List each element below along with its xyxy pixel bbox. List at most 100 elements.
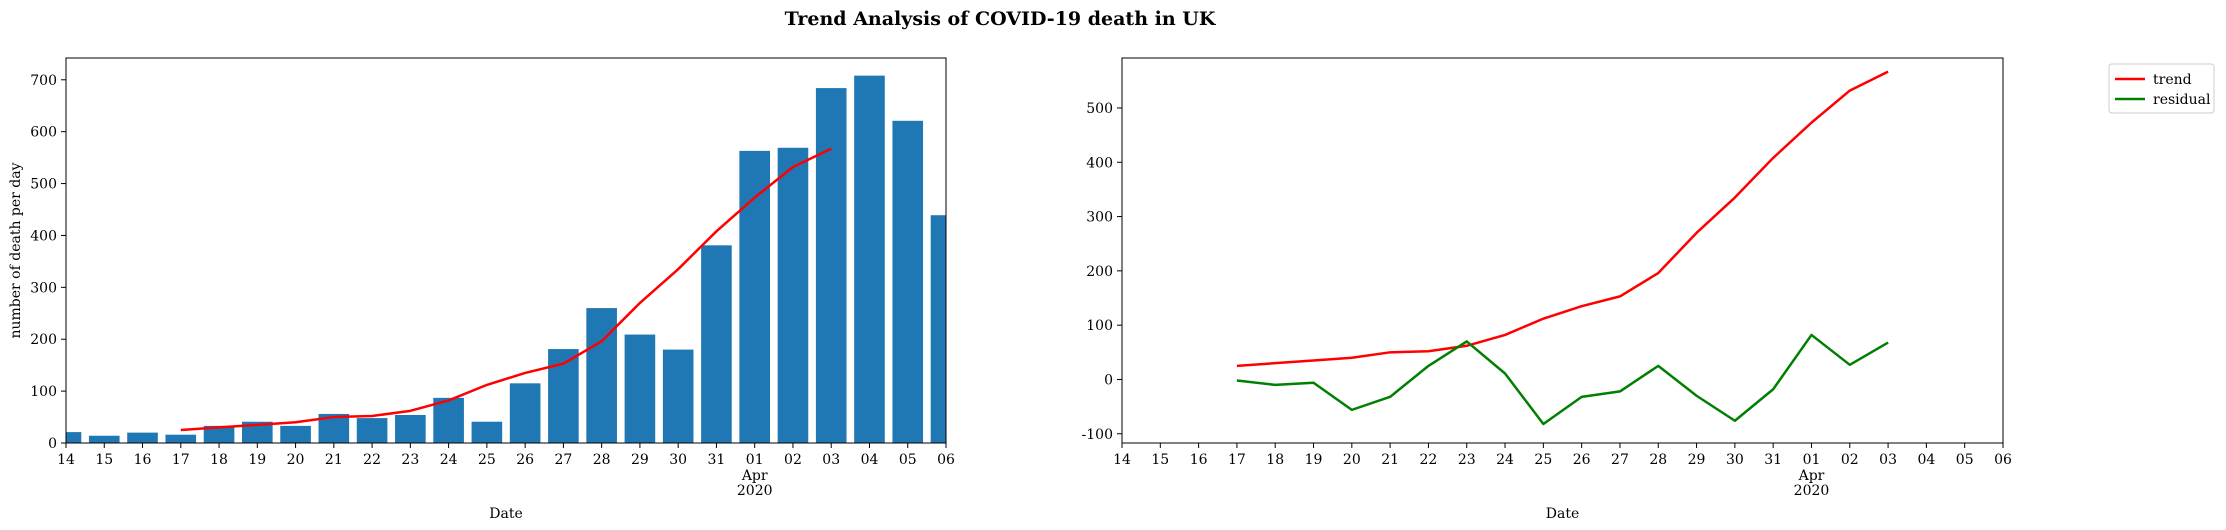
chart1-x-tick-sublabel: Apr [741, 468, 768, 484]
chart2-x-tick-label: 06 [1994, 452, 2012, 468]
chart1-plot-area [66, 75, 946, 443]
chart1-bar-05 [892, 120, 924, 443]
chart1-y-tick-label: 500 [30, 177, 57, 193]
chart1-x-tick-label: 28 [593, 452, 611, 468]
chart1-x-axis-label: Date [489, 506, 522, 522]
chart1-y-tick-label: 100 [30, 384, 57, 400]
chart1-bar-30 [662, 349, 694, 443]
chart1-x-tick-label: 29 [631, 452, 649, 468]
chart1-bar-31 [701, 245, 732, 443]
chart1-x-tick-label: 16 [134, 452, 152, 468]
chart1-x-tick-label: 25 [478, 452, 496, 468]
chart2-y-tick-label: 300 [1086, 210, 1113, 226]
chart1-y-tick-label: 300 [30, 280, 57, 296]
chart1-y-tick-label: 700 [30, 73, 57, 89]
chart1-x-tick-label: 21 [325, 452, 343, 468]
trend-residual-line-chart: 14 15 16 17 18 19 20 21 22 23 24 25 26 27 28 29 30 31 01Ap… [1082, 57, 2215, 522]
chart2-legend-label-residual: residual [2153, 92, 2211, 108]
chart2-x-tick-label: 23 [1458, 452, 1476, 468]
chart1-x-tick-label: 20 [287, 452, 305, 468]
chart2-x-tick-label: 25 [1534, 452, 1552, 468]
chart1-bar-06 [930, 215, 946, 443]
chart1-x-tick-label: 06 [937, 452, 955, 468]
chart1-x-tick-label: 04 [861, 452, 879, 468]
chart2-x-tick-label: 31 [1764, 452, 1782, 468]
chart1-bar-29 [624, 334, 656, 443]
chart1-y-axis-label: number of death per day [8, 162, 24, 338]
chart2-x-tick-label: 16 [1190, 452, 1208, 468]
chart1-x-tick-label: 30 [669, 452, 687, 468]
chart1-bar-20 [280, 425, 311, 443]
chart1-bar-24 [433, 397, 464, 443]
chart1-x-tick-label: 17 [172, 452, 190, 468]
chart1-bar-02 [777, 147, 809, 443]
chart1-x-tick-label: 18 [210, 452, 228, 468]
chart2-x-tick-label: 04 [1917, 452, 1935, 468]
chart2-x-tick-label: 20 [1343, 452, 1361, 468]
chart2-x-tick-label: 05 [1956, 452, 1974, 468]
chart1-x-tick-sublabel: 2020 [737, 483, 773, 499]
chart2-legend: trend residual [2108, 63, 2215, 114]
chart2-x-tick-label: 14 [1113, 452, 1131, 468]
chart1-x-tick-label: 01 [746, 452, 764, 468]
chart2-x-tick-label: 24 [1496, 452, 1514, 468]
figure-suptitle: Trend Analysis of COVID-19 death in UK [785, 8, 1217, 30]
chart1-x-tick-label: 23 [401, 452, 419, 468]
chart1-bar-16 [127, 432, 158, 443]
chart2-y-tick-label: 200 [1086, 264, 1113, 280]
chart1-bar-23 [395, 414, 426, 443]
chart1-bar-25 [471, 421, 503, 443]
chart2-y-tick-label: -100 [1082, 427, 1113, 443]
chart2-legend-label-trend: trend [2153, 72, 2192, 88]
chart2-x-tick-label: 01 [1803, 452, 1821, 468]
chart2-y-tick-label: 100 [1086, 318, 1113, 334]
chart2-series-trend [1236, 70, 1889, 368]
deaths-bar-chart: 14 15 16 17 18 19 20 21 22 23 24 25 26 27 28 29 30 31 01Ap… [8, 57, 955, 522]
chart2-x-tick-label: 19 [1305, 452, 1323, 468]
chart2-x-tick-label: 28 [1649, 452, 1667, 468]
chart1-x-tick-label: 15 [95, 452, 113, 468]
chart2-x-tick-label: 30 [1726, 452, 1744, 468]
chart1-y-tick-label: 0 [48, 436, 57, 452]
chart2-x-tick-label: 21 [1381, 452, 1399, 468]
chart1-trend-line [180, 147, 832, 432]
chart1-bar-22 [356, 418, 388, 443]
chart2-series-residual [1236, 333, 1889, 426]
chart2-x-tick-label: 02 [1841, 452, 1859, 468]
chart1-frame [65, 57, 947, 444]
chart2-x-tick-sublabel: 2020 [1794, 483, 1830, 499]
chart1-x-tick-label: 03 [822, 452, 840, 468]
chart1-bar-19 [242, 421, 273, 443]
chart2-x-tick-label: 26 [1573, 452, 1591, 468]
chart1-bar-04 [854, 75, 885, 443]
chart1-x-tick-label: 14 [57, 452, 75, 468]
chart2-x-tick-label: 15 [1151, 452, 1169, 468]
chart2-x-tick-label: 18 [1266, 452, 1284, 468]
chart1-x-tick-label: 22 [363, 452, 381, 468]
chart2-x-tick-label: 29 [1688, 452, 1706, 468]
chart1-x-tick-label: 27 [554, 452, 572, 468]
chart1-y-tick-label: 200 [30, 332, 57, 348]
chart1-x-tick-label: 19 [248, 452, 266, 468]
chart2-y-tick-label: 500 [1086, 101, 1113, 117]
chart1-x-tick-label: 02 [784, 452, 802, 468]
chart1-bar-15 [88, 435, 120, 443]
chart1-x-tick-label: 26 [516, 452, 534, 468]
chart2-x-tick-label: 22 [1420, 452, 1438, 468]
chart1-x-tick-label: 24 [440, 452, 458, 468]
chart1-y-tick-label: 600 [30, 125, 57, 141]
chart1-bar-01 [739, 150, 770, 443]
chart1-bar-18 [203, 425, 235, 443]
chart1-bar-14 [66, 432, 82, 443]
chart1-y-tick-label: 400 [30, 228, 57, 244]
chart2-y-tick-label: 0 [1104, 372, 1113, 388]
chart2-y-tick-label: 400 [1086, 155, 1113, 171]
chart2-x-tick-label: 27 [1611, 452, 1629, 468]
chart2-legend-box [2108, 63, 2215, 114]
chart2-x-tick-label: 03 [1879, 452, 1897, 468]
chart2-frame [1121, 57, 2004, 444]
chart1-bar-28 [586, 308, 617, 443]
chart2-x-tick-label: 17 [1228, 452, 1246, 468]
chart2-x-axis-label: Date [1546, 506, 1579, 522]
